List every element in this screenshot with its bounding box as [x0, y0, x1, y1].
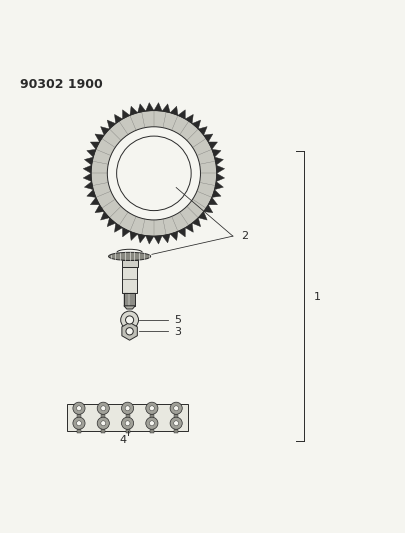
Circle shape	[149, 406, 154, 411]
Bar	[101, 429, 105, 433]
Circle shape	[170, 402, 182, 414]
Circle shape	[126, 328, 133, 335]
Polygon shape	[204, 205, 213, 213]
Polygon shape	[91, 110, 217, 236]
Text: 1: 1	[314, 292, 321, 302]
Polygon shape	[185, 223, 193, 232]
Polygon shape	[130, 231, 138, 240]
Polygon shape	[208, 142, 217, 149]
Polygon shape	[170, 231, 178, 240]
Text: 4: 4	[119, 435, 127, 445]
Polygon shape	[212, 190, 221, 197]
Text: 5: 5	[174, 315, 181, 325]
Bar	[67, 404, 188, 431]
Circle shape	[174, 421, 179, 426]
Polygon shape	[90, 142, 100, 149]
Circle shape	[170, 417, 182, 429]
Circle shape	[122, 402, 134, 414]
Bar	[101, 414, 105, 417]
Circle shape	[117, 136, 191, 211]
Circle shape	[97, 402, 109, 414]
Polygon shape	[84, 182, 93, 190]
Bar	[126, 414, 130, 417]
Polygon shape	[95, 134, 104, 142]
Bar	[124, 293, 135, 306]
Polygon shape	[192, 120, 200, 129]
Polygon shape	[192, 218, 200, 227]
Circle shape	[77, 421, 81, 426]
Bar	[174, 429, 178, 433]
Bar	[77, 414, 81, 417]
Polygon shape	[162, 104, 170, 112]
Polygon shape	[198, 212, 207, 220]
Polygon shape	[87, 190, 96, 197]
Bar	[77, 429, 81, 433]
Circle shape	[73, 417, 85, 429]
Polygon shape	[115, 115, 123, 124]
Polygon shape	[185, 115, 193, 124]
Polygon shape	[170, 106, 178, 115]
Polygon shape	[178, 110, 185, 119]
Polygon shape	[100, 212, 109, 220]
Circle shape	[125, 406, 130, 411]
Polygon shape	[215, 182, 224, 190]
Circle shape	[174, 406, 179, 411]
Polygon shape	[208, 197, 217, 205]
Polygon shape	[90, 197, 100, 205]
Polygon shape	[123, 110, 130, 119]
Polygon shape	[95, 205, 104, 213]
Bar	[122, 261, 138, 266]
Polygon shape	[122, 228, 130, 237]
Polygon shape	[124, 306, 135, 309]
Polygon shape	[154, 103, 162, 111]
Polygon shape	[115, 223, 122, 232]
Polygon shape	[83, 165, 92, 173]
Polygon shape	[146, 103, 154, 111]
Polygon shape	[215, 157, 224, 165]
Circle shape	[146, 417, 158, 429]
Text: 2: 2	[241, 231, 248, 241]
Polygon shape	[146, 236, 154, 244]
Text: 90302 1900: 90302 1900	[20, 78, 103, 91]
Polygon shape	[122, 322, 137, 340]
Polygon shape	[198, 127, 207, 135]
Polygon shape	[83, 173, 92, 182]
Circle shape	[125, 421, 130, 426]
Bar	[150, 429, 154, 433]
Bar	[150, 414, 154, 417]
Polygon shape	[100, 127, 109, 135]
Polygon shape	[87, 149, 96, 157]
Circle shape	[77, 406, 81, 411]
Ellipse shape	[109, 252, 151, 261]
Bar	[126, 429, 130, 433]
Polygon shape	[107, 218, 116, 227]
Polygon shape	[216, 165, 225, 173]
Polygon shape	[138, 234, 146, 243]
Polygon shape	[138, 104, 146, 112]
Circle shape	[73, 402, 85, 414]
Circle shape	[149, 421, 154, 426]
Polygon shape	[178, 228, 185, 237]
Bar	[174, 414, 178, 417]
Text: 3: 3	[174, 327, 181, 337]
Polygon shape	[204, 134, 213, 142]
Polygon shape	[162, 234, 170, 243]
Polygon shape	[130, 106, 138, 115]
Bar	[122, 266, 137, 293]
Circle shape	[121, 311, 139, 329]
Circle shape	[126, 316, 134, 324]
Circle shape	[146, 402, 158, 414]
Polygon shape	[216, 173, 225, 182]
Polygon shape	[212, 149, 221, 157]
Polygon shape	[84, 157, 93, 165]
Polygon shape	[154, 236, 162, 244]
Circle shape	[101, 421, 106, 426]
Polygon shape	[107, 120, 116, 129]
Circle shape	[122, 417, 134, 429]
Circle shape	[97, 417, 109, 429]
Circle shape	[101, 406, 106, 411]
